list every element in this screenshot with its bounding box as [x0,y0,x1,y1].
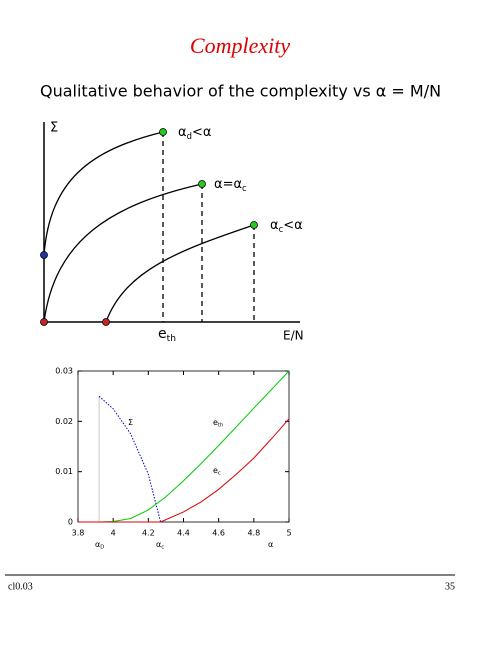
curve-label-sub: c [242,182,247,192]
annotation: ec [213,466,221,476]
x-tick-label: 4.4 [177,529,190,538]
footer-left: cl0.03 [8,581,33,592]
dot [40,251,48,259]
diagram [40,122,300,326]
curve-label: αc<α [270,218,303,234]
curve-label-rest: <α [283,218,302,233]
plot-frame [77,370,290,523]
curve-label-sub: d [187,130,192,140]
annotation-main: e [213,466,218,475]
diagram-x-label: E/N [283,329,304,343]
marker-label-main: e [158,326,167,342]
annotation-main: Σ [128,418,133,427]
dot [198,180,206,188]
slide-title: Complexity [190,33,290,58]
curve-label: α=αc [214,177,247,193]
x-tick-label: 4.6 [212,529,225,538]
y-tick-label: 0.02 [55,417,73,426]
x-mark-label: α [268,540,273,549]
marker-label-sub: th [167,334,176,344]
x-tick-label: 4.2 [142,529,155,538]
x-mark-label: αD [95,540,104,550]
series-line [78,418,290,523]
x-mark-label-main: α [156,540,161,549]
curve-label-main: α [178,125,187,140]
dot [250,221,258,229]
curve-label: αd<α [178,125,211,141]
x-mark-label-main: α [95,540,100,549]
diagram-y-label: Σ [50,121,58,136]
dot [102,318,110,326]
x-tick-label: 3.8 [72,529,85,538]
x-tick-label: 4 [111,529,116,538]
subtitle: Qualitative behavior of the complexity v… [40,82,441,101]
annotation: Σ [128,418,133,427]
x-tick-label: 5 [286,529,291,538]
x-mark-label-sub: c [161,544,164,550]
curve [105,224,255,323]
dot [40,318,48,326]
curve [43,131,164,256]
curve-label-main: α=α [214,177,242,192]
x-mark-label: αc [156,540,164,550]
annotation-main: e [213,418,218,427]
footer-right: 35 [445,581,455,592]
curve-label-rest: <α [192,125,211,140]
curve-label-sub: c [279,223,284,233]
y-tick-label: 0.01 [55,467,73,476]
x-mark-label-main: α [268,540,273,549]
annotation: eth [213,418,223,428]
series-line [78,370,290,523]
series-line [98,395,162,523]
y-tick-label: 0 [68,518,73,527]
annotation-sub: th [218,422,223,428]
x-mark-label-sub: D [100,544,104,550]
annotation-sub: c [218,470,221,476]
y-tick-label: 0.03 [55,367,73,376]
marker-label: eth [158,326,176,344]
x-tick-label: 4.8 [247,529,260,538]
curve-label-main: α [270,218,279,233]
dot [159,128,167,136]
curve [43,183,203,323]
